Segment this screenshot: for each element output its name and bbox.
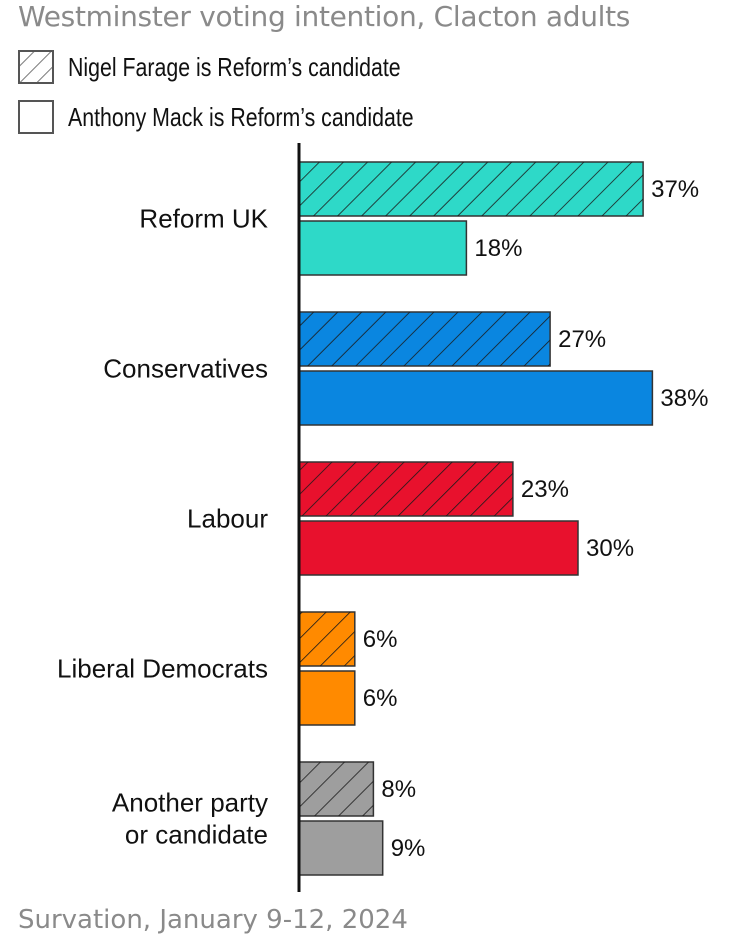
- data-label: 9%: [391, 835, 426, 862]
- data-label: 38%: [660, 385, 708, 412]
- category-label: Reform UK: [139, 204, 268, 234]
- data-label: 6%: [363, 685, 398, 712]
- category-label: Liberal Democrats: [57, 654, 268, 684]
- bar-mack-1: [298, 370, 654, 426]
- legend-item-mack: Anthony Mack is Reform’s candidate: [18, 98, 490, 136]
- data-label: 30%: [586, 535, 634, 562]
- category-label: or candidate: [125, 820, 268, 850]
- chart-title: Westminster voting intention, Clacton ad…: [18, 0, 631, 33]
- source-note: Survation, January 9-12, 2024: [18, 905, 408, 935]
- bar-chart: 37% 18% Reform UK 27% 38% Conservatives 23% 30%…: [57, 143, 708, 892]
- category-label: Labour: [187, 504, 268, 534]
- bar-mack-0: [298, 220, 468, 276]
- data-label: 18%: [474, 235, 522, 262]
- data-label: 6%: [363, 626, 398, 653]
- solid-swatch-icon: [18, 100, 54, 134]
- bar-hatch-overlay-1: [299, 312, 551, 366]
- bar-mack-3: [298, 670, 356, 726]
- bar-mack-4: [298, 820, 384, 876]
- data-label: 37%: [651, 176, 699, 203]
- hatched-swatch-icon: [18, 50, 54, 84]
- legend-item-farage: Nigel Farage is Reform’s candidate: [18, 48, 474, 86]
- bar-hatch-overlay-0: [299, 162, 644, 216]
- data-label: 23%: [521, 476, 569, 503]
- data-label: 27%: [558, 326, 606, 353]
- data-label: 8%: [381, 776, 416, 803]
- bar-mack-2: [298, 520, 579, 576]
- legend-label: Nigel Farage is Reform’s candidate: [68, 51, 401, 82]
- category-label: Conservatives: [103, 354, 268, 384]
- legend-label: Anthony Mack is Reform’s candidate: [68, 101, 414, 132]
- bar-hatch-overlay-4: [299, 762, 374, 816]
- bar-hatch-overlay-3: [299, 612, 355, 666]
- bar-hatch-overlay-2: [299, 462, 513, 516]
- category-label: Another party: [112, 788, 268, 818]
